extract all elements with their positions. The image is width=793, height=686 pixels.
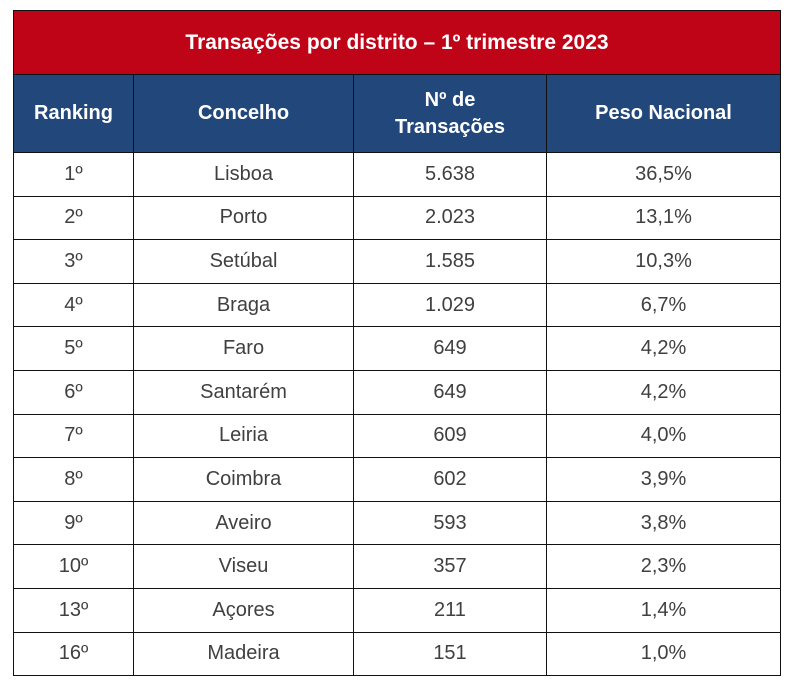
header-ranking: Ranking bbox=[13, 74, 134, 153]
table-row: 10º Viseu 357 2,3% bbox=[13, 544, 782, 589]
table-row: 2º Porto 2.023 13,1% bbox=[13, 195, 782, 241]
cell-concelho: Faro bbox=[133, 326, 354, 371]
table-row: 1º Lisboa 5.638 36,5% bbox=[13, 152, 782, 197]
cell-concelho: Açores bbox=[133, 587, 354, 633]
cell-ranking: 5º bbox=[13, 326, 134, 371]
cell-transacoes: 357 bbox=[353, 544, 547, 589]
header-peso: Peso Nacional bbox=[545, 74, 782, 153]
table-title: Transações por distrito – 1º trimestre 2… bbox=[12, 10, 782, 75]
cell-peso: 3,8% bbox=[545, 500, 782, 546]
table-row: 9º Aveiro 593 3,8% bbox=[13, 500, 782, 546]
cell-concelho: Santarém bbox=[133, 369, 354, 415]
cell-transacoes: 593 bbox=[353, 500, 547, 546]
cell-ranking: 2º bbox=[13, 195, 134, 241]
cell-transacoes: 5.638 bbox=[353, 152, 547, 197]
cell-ranking: 3º bbox=[13, 239, 134, 284]
cell-ranking: 8º bbox=[13, 457, 134, 502]
cell-transacoes: 649 bbox=[353, 326, 547, 371]
cell-ranking: 16º bbox=[13, 631, 134, 677]
table-row: 4º Braga 1.029 6,7% bbox=[13, 282, 782, 328]
cell-peso: 4,2% bbox=[545, 369, 782, 415]
cell-concelho: Lisboa bbox=[133, 152, 354, 197]
cell-peso: 1,0% bbox=[545, 631, 782, 677]
cell-peso: 13,1% bbox=[545, 195, 782, 241]
cell-transacoes: 211 bbox=[353, 587, 547, 633]
cell-ranking: 4º bbox=[13, 282, 134, 328]
cell-peso: 4,2% bbox=[545, 326, 782, 371]
transactions-table: Transações por distrito – 1º trimestre 2… bbox=[12, 10, 782, 677]
header-transacoes-line2: Transações bbox=[394, 115, 506, 138]
cell-ranking: 7º bbox=[13, 413, 134, 459]
cell-ranking: 1º bbox=[13, 152, 134, 197]
table-row: 7º Leiria 609 4,0% bbox=[13, 413, 782, 459]
cell-transacoes: 649 bbox=[353, 369, 547, 415]
table-row: 5º Faro 649 4,2% bbox=[13, 326, 782, 371]
cell-peso: 3,9% bbox=[545, 457, 782, 502]
table-row: 13º Açores 211 1,4% bbox=[13, 587, 782, 633]
table-row: 6º Santarém 649 4,2% bbox=[13, 369, 782, 415]
cell-peso: 6,7% bbox=[545, 282, 782, 328]
cell-peso: 36,5% bbox=[545, 152, 782, 197]
cell-concelho: Coimbra bbox=[133, 457, 354, 502]
table-row: 3º Setúbal 1.585 10,3% bbox=[13, 239, 782, 284]
cell-concelho: Leiria bbox=[133, 413, 354, 459]
cell-ranking: 13º bbox=[13, 587, 134, 633]
cell-ranking: 9º bbox=[13, 500, 134, 546]
cell-transacoes: 2.023 bbox=[353, 195, 547, 241]
cell-transacoes: 609 bbox=[353, 413, 547, 459]
table-row: 8º Coimbra 602 3,9% bbox=[13, 457, 782, 502]
cell-transacoes: 151 bbox=[353, 631, 547, 677]
cell-concelho: Braga bbox=[133, 282, 354, 328]
header-transacoes-line1: Nº de bbox=[424, 88, 476, 111]
cell-ranking: 6º bbox=[13, 369, 134, 415]
cell-peso: 4,0% bbox=[545, 413, 782, 459]
cell-concelho: Porto bbox=[133, 195, 354, 241]
cell-transacoes: 1.029 bbox=[353, 282, 547, 328]
cell-ranking: 10º bbox=[13, 544, 134, 589]
cell-concelho: Viseu bbox=[133, 544, 354, 589]
cell-peso: 10,3% bbox=[545, 239, 782, 284]
header-concelho: Concelho bbox=[133, 74, 354, 153]
cell-concelho: Setúbal bbox=[133, 239, 354, 284]
cell-concelho: Aveiro bbox=[133, 500, 354, 546]
table-row: 16º Madeira 151 1,0% bbox=[13, 631, 782, 677]
cell-concelho: Madeira bbox=[133, 631, 354, 677]
header-transacoes: Nº de Transações bbox=[353, 74, 547, 153]
cell-transacoes: 1.585 bbox=[353, 239, 547, 284]
cell-peso: 1,4% bbox=[545, 587, 782, 633]
cell-transacoes: 602 bbox=[353, 457, 547, 502]
cell-peso: 2,3% bbox=[545, 544, 782, 589]
